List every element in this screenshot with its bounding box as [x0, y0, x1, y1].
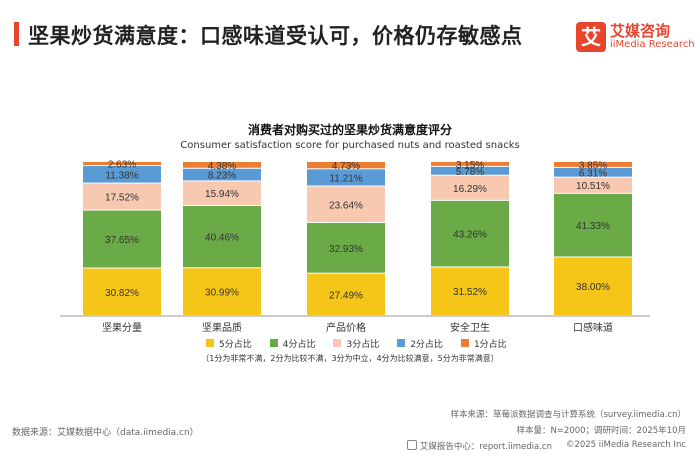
chart-legend: 5分占比 4分占比 3分占比 2分占比 1分占比: [206, 336, 507, 350]
legend-swatch: [206, 339, 214, 347]
bar-segment: [431, 166, 509, 175]
bar-segment: [307, 222, 385, 273]
data-label: 5.78%: [456, 167, 484, 178]
bar-segment: [554, 177, 632, 193]
score-note: （1分为非常不满，2分为比较不满，3分为中立，4分为比较满意，5分为非常满意）: [201, 354, 499, 363]
bar-segment: [307, 162, 385, 169]
bar-segment: [183, 268, 261, 315]
data-label: 11.38%: [105, 170, 138, 181]
bar-segment: [554, 162, 632, 167]
bar-segment: [83, 268, 161, 315]
legend-swatch: [397, 339, 406, 347]
legend-swatch: [269, 339, 278, 347]
x-tick-label: 安全卫生: [450, 321, 490, 334]
legend-swatch: [333, 339, 342, 347]
iimedia-logo: 艾 艾媒咨询 iiMedia Research: [576, 20, 695, 54]
sample-source: 样本来源：草莓派数据调查与计算系统（survey.iimedia.cn）: [450, 410, 686, 420]
logo-name-cn: 艾媒咨询: [610, 22, 671, 40]
x-tick-label: 口感味道: [573, 321, 613, 334]
bar-segment: [183, 181, 261, 205]
bar-segment: [431, 175, 509, 200]
data-label: 40.46%: [205, 233, 239, 244]
legend-label: 5分占比: [219, 339, 252, 350]
chart-subtitle: Consumer satisfaction score for purchase…: [180, 140, 520, 151]
bar-segment: [183, 205, 261, 268]
legend-label: 4分占比: [282, 339, 316, 350]
data-label: 31.52%: [453, 287, 487, 298]
data-label: 43.26%: [453, 230, 487, 241]
legend-swatch: [460, 339, 469, 347]
legend-item: 3分占比: [333, 336, 379, 350]
bar-segment: [431, 200, 509, 267]
data-label: 4.73%: [332, 161, 360, 172]
bar-segment: [83, 162, 161, 166]
data-label: 16.29%: [453, 184, 487, 195]
data-label: 15.94%: [205, 189, 239, 200]
sample-size: 样本量：N=2000；调研时间：2025年10月: [516, 426, 686, 436]
title-accent-bar: [14, 22, 19, 46]
logo-mark: 艾: [576, 22, 606, 52]
bar-segment: [183, 168, 261, 181]
legend-item: 5分占比: [206, 336, 252, 350]
report-icon: [406, 440, 417, 450]
bar-segment: [554, 193, 632, 257]
page-title: 坚果炒货满意度：口感味道受认可，价格仍存敏感点: [28, 24, 523, 48]
x-tick-label: 坚果品质: [202, 322, 242, 334]
data-label: 27.49%: [329, 290, 363, 301]
bar-segment: [83, 183, 161, 210]
data-label: 32.93%: [329, 244, 363, 255]
data-label: 6.31%: [579, 168, 607, 179]
bar-segment: [307, 169, 385, 186]
footer-report-center: 艾媒报告中心：report.iimedia.cn: [406, 440, 552, 452]
data-label: 3.15%: [456, 160, 484, 171]
legend-item: 4分占比: [269, 336, 316, 350]
data-label: 38.00%: [576, 282, 610, 293]
bar-segment: [83, 210, 161, 268]
data-label: 41.33%: [576, 221, 610, 232]
legend-label: 2分占比: [410, 339, 443, 350]
legend-item: 2分占比: [397, 336, 443, 350]
legend-label: 1分占比: [473, 339, 507, 350]
footer: 艾媒报告中心：report.iimedia.cn ©2025 iiMedia R…: [406, 440, 686, 452]
legend-label: 3分占比: [346, 339, 380, 350]
bar-segment: [554, 257, 632, 315]
data-label: 10.51%: [576, 181, 610, 192]
bar-segment: [183, 162, 261, 168]
chart-title: 消费者对购买过的坚果炒货满意度评分: [247, 123, 452, 137]
x-tick-label: 产品价格: [326, 321, 366, 334]
data-label: 37.65%: [105, 235, 139, 246]
bar-segment: [431, 267, 509, 315]
data-label: 8.23%: [208, 171, 236, 182]
data-source: 数据来源：艾媒数据中心（data.iimedia.cn）: [12, 428, 199, 438]
bar-segment: [307, 273, 385, 315]
legend-item: 1分占比: [460, 336, 507, 350]
logo-name-en: iiMedia Research: [610, 39, 695, 50]
bar-segment: [83, 166, 161, 183]
data-label: 23.64%: [329, 200, 363, 211]
data-label: 30.99%: [205, 288, 239, 299]
data-label: 17.52%: [105, 193, 139, 204]
bar-segment: [431, 162, 509, 166]
bar-segment: [554, 167, 632, 177]
data-label: 4.38%: [208, 161, 236, 172]
footer-copyright: ©2025 iiMedia Research Inc: [565, 440, 686, 450]
x-tick-label: 坚果分量: [102, 322, 142, 334]
bar-segment: [307, 186, 385, 222]
data-label: 2.63%: [108, 160, 136, 171]
data-label: 11.21%: [329, 173, 362, 184]
data-label: 30.82%: [105, 288, 139, 299]
data-label: 3.85%: [579, 160, 607, 171]
